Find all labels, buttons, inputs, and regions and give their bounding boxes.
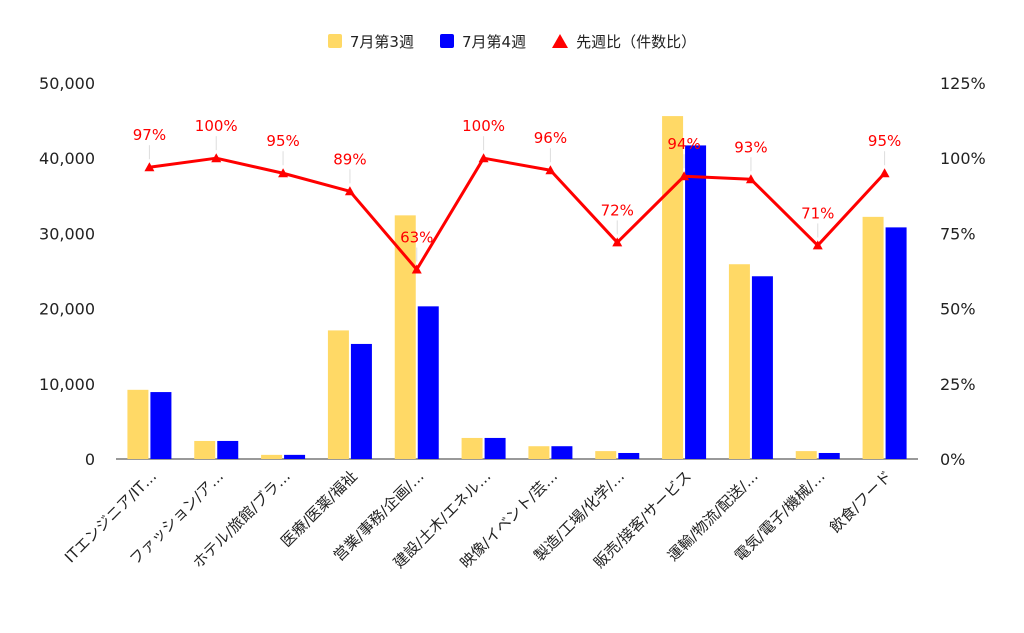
legend-swatch-week3 bbox=[327, 34, 342, 48]
bar-week4 bbox=[284, 454, 306, 459]
ratio-data-label: 63% bbox=[400, 228, 433, 246]
bar-week4 bbox=[417, 306, 439, 459]
ratio-data-label: 71% bbox=[801, 204, 834, 222]
ratio-point-marker bbox=[879, 168, 890, 178]
bar-week3 bbox=[261, 454, 283, 459]
legend-item-week4: 7月第4週 bbox=[439, 31, 527, 52]
bar-week4 bbox=[551, 446, 573, 459]
ratio-point-marker bbox=[278, 168, 289, 178]
ratio-point-marker bbox=[679, 171, 690, 181]
bar-week4 bbox=[751, 276, 773, 459]
ratio-point-marker bbox=[812, 240, 823, 250]
bar-week4 bbox=[885, 227, 907, 459]
ratio-data-label: 100% bbox=[195, 117, 238, 135]
bar-week4 bbox=[618, 452, 640, 459]
legend-item-ratio: 先週比（件数比） bbox=[552, 31, 696, 52]
legend: 7月第3週 7月第4週 先週比（件数比） bbox=[0, 28, 1024, 54]
ratio-line bbox=[149, 156, 886, 271]
bar-week3 bbox=[728, 264, 750, 459]
bar-week3 bbox=[327, 330, 349, 459]
bar-week4 bbox=[484, 437, 506, 459]
bar-week3 bbox=[862, 216, 884, 459]
bar-week4 bbox=[150, 392, 172, 459]
x-category-label: 飲食/フード bbox=[826, 467, 895, 536]
legend-triangle-icon bbox=[552, 34, 569, 48]
bar-week3 bbox=[194, 440, 216, 459]
ratio-data-label: 96% bbox=[534, 129, 567, 147]
legend-label-week3: 7月第3週 bbox=[349, 32, 414, 51]
bar-week4 bbox=[685, 145, 707, 459]
ratio-data-label: 97% bbox=[133, 126, 166, 144]
ratio-point-marker bbox=[612, 237, 623, 247]
y-left-tick-label: 0 bbox=[85, 450, 95, 469]
legend-label-ratio: 先週比（件数比） bbox=[576, 32, 697, 51]
bar-week3 bbox=[127, 389, 149, 459]
y-right-tick-label: 100% bbox=[940, 149, 986, 168]
y-right-tick-label: 0% bbox=[940, 450, 965, 469]
ratio-data-label: 72% bbox=[601, 201, 634, 219]
ratio-data-label: 95% bbox=[868, 132, 901, 150]
legend-label-week4: 7月第4週 bbox=[461, 32, 527, 51]
y-left-tick-label: 40,000 bbox=[39, 149, 95, 168]
ratio-point-marker bbox=[211, 153, 222, 163]
ratio-data-label: 89% bbox=[333, 150, 366, 168]
y-right-tick-label: 50% bbox=[940, 300, 976, 319]
ratio-point-marker bbox=[411, 264, 422, 274]
legend-item-week3: 7月第3週 bbox=[327, 31, 414, 52]
ratio-data-label: 94% bbox=[667, 135, 700, 153]
bar-week4 bbox=[818, 452, 840, 459]
ratio-point-marker bbox=[478, 153, 489, 163]
bar-week3 bbox=[795, 451, 817, 459]
ratio-data-label: 93% bbox=[734, 138, 767, 156]
y-left-tick-label: 30,000 bbox=[39, 224, 95, 243]
bar-week3 bbox=[528, 446, 550, 459]
bar-week4 bbox=[350, 343, 372, 459]
bar-week3 bbox=[662, 116, 684, 459]
ratio-point-marker bbox=[144, 162, 155, 172]
y-left-tick-label: 20,000 bbox=[39, 300, 95, 319]
bar-week3 bbox=[595, 451, 617, 459]
y-right-tick-label: 75% bbox=[940, 224, 976, 243]
ratio-point-marker bbox=[745, 174, 756, 184]
bar-week3 bbox=[394, 215, 416, 459]
ratio-data-label: 95% bbox=[266, 132, 299, 150]
y-left-tick-label: 50,000 bbox=[39, 74, 95, 93]
legend-swatch-week4 bbox=[439, 34, 454, 48]
y-right-tick-label: 125% bbox=[940, 74, 986, 93]
y-right-tick-label: 25% bbox=[940, 375, 976, 394]
bar-week4 bbox=[217, 440, 239, 459]
ratio-point-marker bbox=[545, 165, 556, 175]
ratio-point-marker bbox=[344, 186, 355, 196]
bar-week3 bbox=[461, 437, 483, 459]
ratio-data-label: 100% bbox=[462, 117, 505, 135]
y-left-tick-label: 10,000 bbox=[39, 375, 95, 394]
